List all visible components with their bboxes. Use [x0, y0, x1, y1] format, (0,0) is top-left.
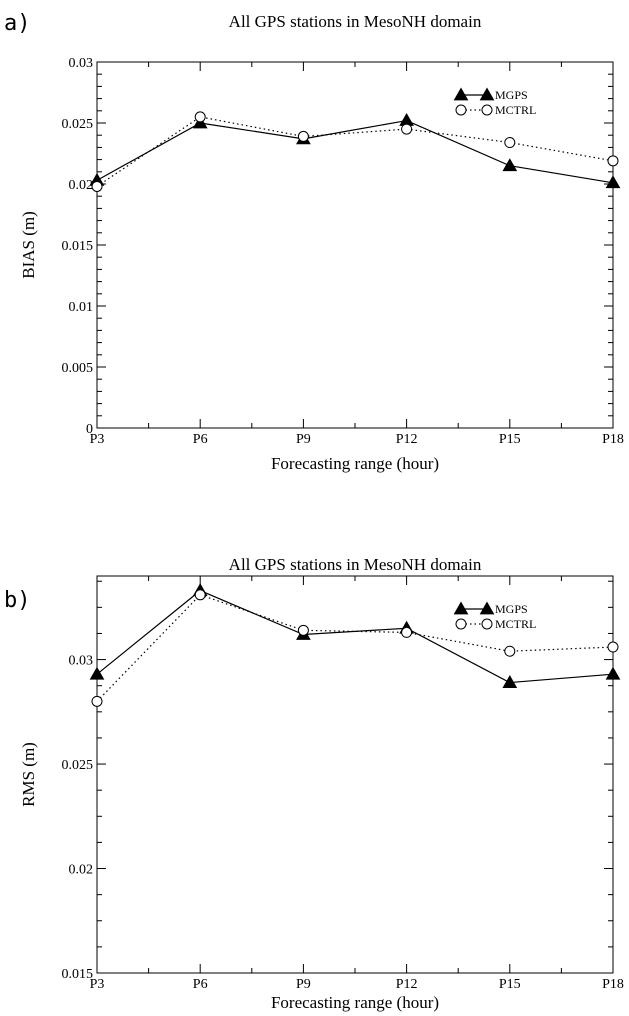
x-tick-label: P12 — [396, 432, 418, 447]
legend-label: MGPS — [495, 88, 528, 102]
series-mgps — [89, 113, 621, 189]
data-point-mctrl — [297, 624, 309, 636]
legend-marker — [479, 87, 495, 101]
chart-panel-b: b) All GPS stations in MesoNH domain 0.015… — [4, 555, 624, 1012]
y-tick-label: 0.005 — [62, 361, 94, 376]
x-tick-label: P15 — [499, 977, 521, 992]
chart-panel-a: a) All GPS stations in MesoNH domain 0 0.00… — [4, 11, 624, 473]
x-tick-label: P6 — [193, 977, 208, 992]
y-tick-label: 0.01 — [69, 300, 94, 315]
series-mctrl — [91, 111, 619, 192]
x-tick-label: P9 — [296, 432, 311, 447]
x-tick-label: P6 — [193, 432, 208, 447]
data-point-mgps — [89, 666, 105, 680]
legend-marker — [481, 104, 493, 116]
y-tick-label: 0.02 — [69, 863, 94, 878]
y-tick-label: 0 — [86, 422, 93, 437]
series-line-mctrl — [96, 594, 614, 702]
x-axis-label: Forecasting range (hour) — [271, 993, 439, 1012]
panel-letter: b) — [4, 588, 31, 613]
data-point-mgps — [605, 666, 621, 680]
legend-label: MCTRL — [495, 103, 536, 117]
data-point-mctrl — [91, 180, 103, 192]
chart-title: All GPS stations in MesoNH domain — [229, 555, 482, 574]
series-line-mgps — [96, 119, 614, 184]
y-axis-label: BIAS (m) — [19, 211, 38, 279]
y-tick-label: 0.015 — [62, 239, 94, 254]
x-tick-label: P12 — [396, 977, 418, 992]
data-point-mctrl — [401, 626, 413, 638]
y-axis-label: RMS (m) — [19, 742, 38, 807]
legend-marker — [453, 601, 469, 615]
data-point-mctrl — [607, 641, 619, 653]
x-tick-label: P18 — [602, 977, 624, 992]
data-point-mctrl — [504, 645, 516, 657]
data-point-mctrl — [194, 589, 206, 601]
legend-marker — [455, 618, 467, 630]
legend-marker — [481, 618, 493, 630]
y-tick-label: 0.03 — [69, 654, 94, 669]
legend-label: MCTRL — [495, 617, 536, 631]
legend-box — [453, 596, 575, 628]
data-point-mgps — [502, 675, 518, 688]
plot-frame — [96, 575, 614, 974]
x-tick-label: P9 — [296, 977, 311, 992]
data-point-mctrl — [607, 155, 619, 167]
chart-title: All GPS stations in MesoNH domain — [229, 12, 482, 31]
data-point-mctrl — [194, 111, 206, 123]
series-line-mctrl — [96, 116, 614, 187]
legend-marker — [455, 104, 467, 116]
y-tick-label: 0.015 — [62, 967, 94, 982]
x-axis-label: Forecasting range (hour) — [271, 454, 439, 473]
legend-marker — [479, 601, 495, 615]
y-tick-label: 0.025 — [62, 117, 94, 132]
data-point-mctrl — [91, 695, 103, 707]
data-point-mgps — [605, 175, 621, 189]
data-point-mgps — [502, 158, 518, 172]
series-line-mgps — [96, 589, 614, 684]
panel-letter: a) — [4, 11, 31, 36]
data-point-mctrl — [297, 130, 309, 142]
legend-marker — [453, 87, 469, 101]
x-tick-label: P3 — [90, 432, 105, 447]
x-tick-label: P3 — [90, 977, 105, 992]
x-tick-label: P18 — [602, 432, 624, 447]
legend-label: MGPS — [495, 602, 528, 616]
data-point-mctrl — [401, 123, 413, 135]
data-point-mctrl — [504, 137, 516, 149]
legend-box — [453, 82, 575, 114]
y-tick-label: 0.02 — [69, 178, 94, 193]
x-tick-label: P15 — [499, 432, 521, 447]
y-tick-label: 0.025 — [62, 758, 94, 773]
series-mctrl — [91, 589, 619, 707]
y-tick-label: 0.03 — [69, 56, 94, 71]
